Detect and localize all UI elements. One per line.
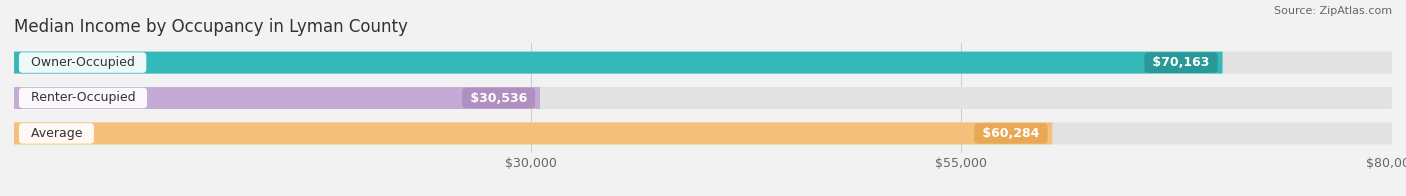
Text: $70,163: $70,163 (1149, 56, 1213, 69)
FancyBboxPatch shape (14, 122, 1392, 144)
Text: Median Income by Occupancy in Lyman County: Median Income by Occupancy in Lyman Coun… (14, 18, 408, 36)
FancyBboxPatch shape (14, 87, 540, 109)
Text: Owner-Occupied: Owner-Occupied (22, 56, 142, 69)
Text: Average: Average (22, 127, 90, 140)
Text: Renter-Occupied: Renter-Occupied (22, 92, 143, 104)
Text: Source: ZipAtlas.com: Source: ZipAtlas.com (1274, 6, 1392, 16)
FancyBboxPatch shape (14, 52, 1222, 74)
Text: $30,536: $30,536 (465, 92, 531, 104)
FancyBboxPatch shape (14, 52, 1392, 74)
FancyBboxPatch shape (14, 87, 1392, 109)
FancyBboxPatch shape (14, 122, 1052, 144)
Text: $60,284: $60,284 (979, 127, 1043, 140)
